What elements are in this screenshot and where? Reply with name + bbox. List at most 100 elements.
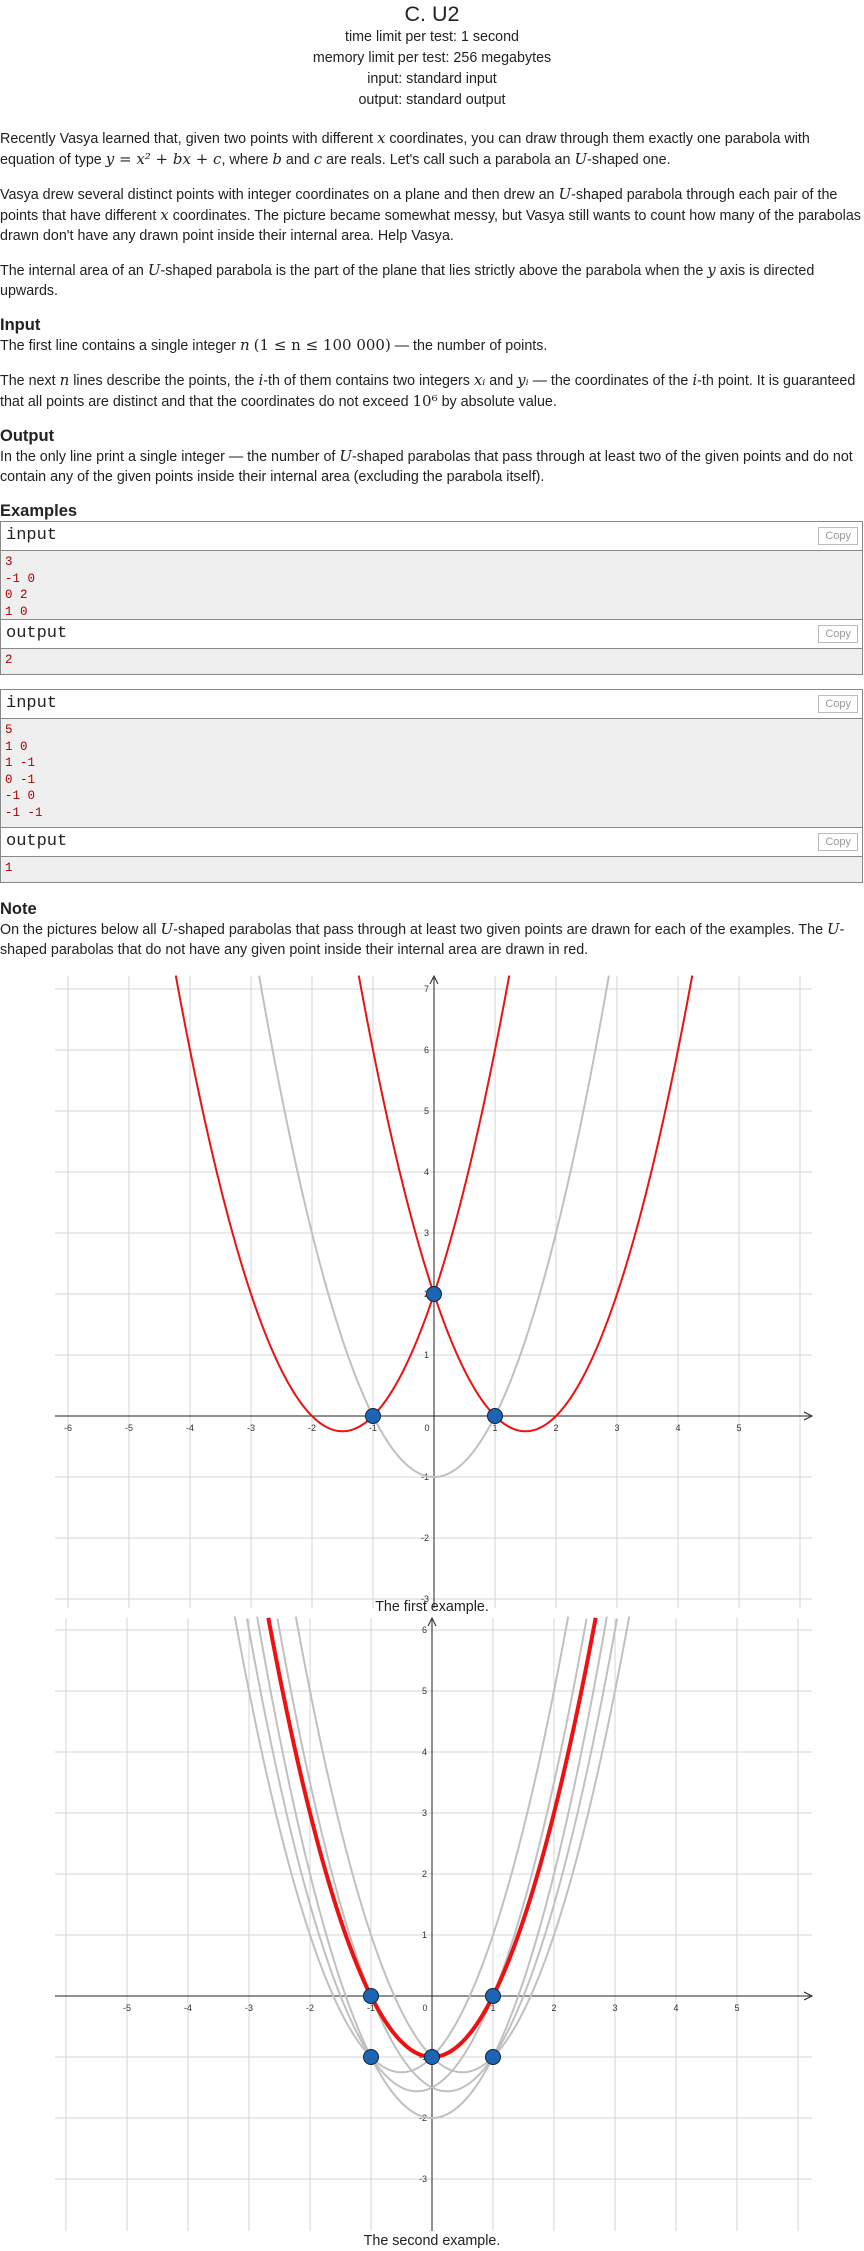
x-axis-arrow bbox=[803, 1411, 814, 1421]
note-paragraph: On the pictures below all U-shaped parab… bbox=[0, 920, 845, 958]
y-tick-label: -3 bbox=[419, 2174, 427, 2184]
x-tick-label: -2 bbox=[306, 2003, 314, 2013]
example-1-output: 2 bbox=[1, 649, 862, 674]
y-tick-label: 1 bbox=[424, 1350, 429, 1360]
x-tick-label: 2 bbox=[553, 1423, 558, 1433]
examples-heading: Examples bbox=[0, 502, 78, 520]
data-point bbox=[426, 1286, 442, 1302]
problem-limits: time limit per test: 1 second memory lim… bbox=[0, 27, 864, 111]
data-point bbox=[485, 2049, 501, 2065]
output-file: output: standard output bbox=[358, 92, 506, 108]
x-tick-label: 3 bbox=[614, 1423, 619, 1433]
gray-parabola bbox=[256, 1616, 608, 2120]
example-2: input Copy 5 1 0 1 -1 0 -1 -1 0 -1 -1 ou… bbox=[0, 689, 863, 883]
x-tick-label: -3 bbox=[245, 2003, 253, 2013]
y-tick-label: 2 bbox=[422, 1869, 427, 1879]
examples-section: Examples input Copy 3 -1 0 0 2 1 0 outpu… bbox=[0, 501, 864, 883]
input-section: Input The first line contains a single i… bbox=[0, 315, 864, 412]
x-tick-label: 0 bbox=[424, 1423, 429, 1433]
example-1-input-copy-button[interactable]: Copy bbox=[818, 527, 858, 545]
y-tick-label: 5 bbox=[424, 1106, 429, 1116]
x-axis-arrow bbox=[803, 1991, 814, 2001]
statement-paragraph-3: The internal area of an U-shaped parabol… bbox=[0, 261, 815, 299]
output-paragraph: In the only line print a single integer … bbox=[0, 447, 853, 485]
x-tick-label: -3 bbox=[247, 1423, 255, 1433]
statement-paragraph-1: Recently Vasya learned that, given two p… bbox=[0, 129, 810, 168]
x-tick-label: 2 bbox=[551, 2003, 556, 2013]
gray-parabola bbox=[245, 1618, 588, 2093]
example-2-input: 5 1 0 1 -1 0 -1 -1 0 -1 -1 bbox=[1, 719, 862, 827]
output-heading: Output bbox=[0, 427, 55, 445]
output-section: Output In the only line print a single i… bbox=[0, 426, 864, 487]
note-heading: Note bbox=[0, 900, 37, 918]
input-paragraph-2: The next n lines describe the points, th… bbox=[0, 371, 856, 410]
y-tick-label: 5 bbox=[422, 1686, 427, 1696]
y-tick-label: -2 bbox=[419, 2113, 427, 2123]
y-axis-arrow bbox=[427, 1616, 437, 1627]
data-point bbox=[424, 2049, 440, 2065]
x-tick-label: -5 bbox=[125, 1423, 133, 1433]
input-file: input: standard input bbox=[367, 71, 497, 87]
x-tick-label: 1 bbox=[492, 1423, 497, 1433]
y-tick-label: -3 bbox=[421, 1594, 429, 1604]
example-1: input Copy 3 -1 0 0 2 1 0 output Copy 2 bbox=[0, 521, 863, 675]
example-2-output-header: output Copy bbox=[1, 827, 862, 857]
example-1-input-header: input Copy bbox=[1, 522, 862, 551]
red-parabola bbox=[357, 975, 694, 1433]
x-tick-label: -2 bbox=[308, 1423, 316, 1433]
y-tick-label: 6 bbox=[422, 1625, 427, 1635]
input-heading: Input bbox=[0, 316, 41, 334]
example-2-output: 1 bbox=[1, 857, 862, 882]
x-tick-label: 0 bbox=[422, 2003, 427, 2013]
x-tick-label: 5 bbox=[736, 1423, 741, 1433]
red-parabola bbox=[174, 975, 511, 1433]
gray-parabola bbox=[294, 1616, 631, 2074]
example-2-input-copy-button[interactable]: Copy bbox=[818, 695, 858, 713]
data-point bbox=[485, 1988, 501, 2004]
x-tick-label: -1 bbox=[369, 1423, 377, 1433]
example-2-output-copy-button[interactable]: Copy bbox=[818, 833, 858, 851]
example-1-output-header: output Copy bbox=[1, 619, 862, 649]
x-tick-label: -5 bbox=[123, 2003, 131, 2013]
example-1-output-copy-button[interactable]: Copy bbox=[818, 625, 858, 643]
y-tick-label: -2 bbox=[421, 1533, 429, 1543]
gray-parabola bbox=[233, 1616, 570, 2074]
data-point bbox=[363, 2049, 379, 2065]
input-paragraph-1: The first line contains a single integer… bbox=[0, 336, 548, 354]
x-tick-label: 1 bbox=[490, 2003, 495, 2013]
y-tick-label: 6 bbox=[424, 1045, 429, 1055]
x-tick-label: -4 bbox=[186, 1423, 194, 1433]
gray-parabola bbox=[276, 1618, 619, 2093]
y-tick-label: 1 bbox=[422, 1930, 427, 1940]
y-tick-label: 3 bbox=[422, 1808, 427, 1818]
example-2-input-header: input Copy bbox=[1, 690, 862, 719]
x-tick-label: 4 bbox=[673, 2003, 678, 2013]
data-point bbox=[363, 1988, 379, 2004]
statement-paragraph-2: Vasya drew several distinct points with … bbox=[0, 185, 861, 244]
x-tick-label: 5 bbox=[734, 2003, 739, 2013]
data-point bbox=[365, 1408, 381, 1424]
y-tick-label: 3 bbox=[424, 1228, 429, 1238]
example-1-input: 3 -1 0 0 2 1 0 bbox=[1, 551, 862, 619]
x-tick-label: 3 bbox=[612, 2003, 617, 2013]
x-tick-label: -1 bbox=[367, 2003, 375, 2013]
y-tick-label: 4 bbox=[422, 1747, 427, 1757]
note-section: Note On the pictures below all U-shaped … bbox=[0, 899, 864, 960]
y-tick-label: 7 bbox=[424, 984, 429, 994]
example-2-caption: The second example. bbox=[363, 2233, 501, 2249]
memory-limit: memory limit per test: 256 megabytes bbox=[312, 50, 552, 66]
y-tick-label: 4 bbox=[424, 1167, 429, 1177]
example-1-caption: The first example. bbox=[375, 1599, 489, 1615]
time-limit: time limit per test: 1 second bbox=[344, 29, 519, 45]
data-point bbox=[487, 1408, 503, 1424]
y-axis-arrow bbox=[429, 974, 439, 985]
x-tick-label: -4 bbox=[184, 2003, 192, 2013]
y-tick-label: -1 bbox=[421, 1472, 429, 1482]
x-tick-label: -6 bbox=[64, 1423, 72, 1433]
gray-parabola bbox=[258, 975, 610, 1479]
problem-title: C. U2 bbox=[404, 2, 460, 26]
x-tick-label: 4 bbox=[675, 1423, 680, 1433]
problem-statement: Recently Vasya learned that, given two p… bbox=[0, 128, 864, 301]
